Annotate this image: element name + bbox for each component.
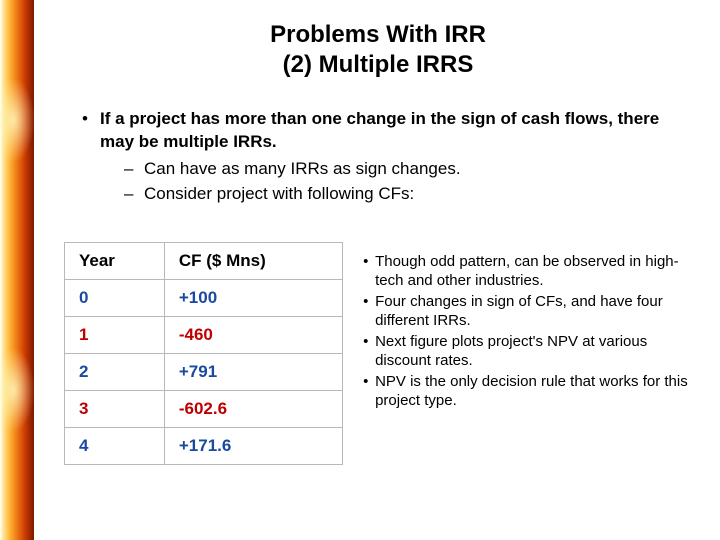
sub-bullet-text: Can have as many IRRs as sign changes. — [144, 158, 461, 181]
note-text: Next figure plots project's NPV at vario… — [375, 332, 692, 371]
cell-cf: +791 — [164, 353, 342, 390]
note-item: • NPV is the only decision rule that wor… — [363, 372, 692, 411]
cell-year: 1 — [65, 316, 165, 353]
table-row: 2+791 — [65, 353, 343, 390]
cell-cf: +171.6 — [164, 427, 342, 464]
bullet-marker: • — [363, 292, 375, 331]
cell-year: 4 — [65, 427, 165, 464]
bullet-level2: – Can have as many IRRs as sign changes. — [124, 158, 692, 181]
slide-content: Problems With IRR (2) Multiple IRRS • If… — [34, 0, 720, 540]
cell-cf: -602.6 — [164, 390, 342, 427]
cell-year: 3 — [65, 390, 165, 427]
table-row: 0+100 — [65, 279, 343, 316]
cell-cf: +100 — [164, 279, 342, 316]
bullet-marker: • — [363, 332, 375, 371]
col-header-year: Year — [65, 242, 165, 279]
decorative-flame-sidebar — [0, 0, 34, 540]
table-row: 4+171.6 — [65, 427, 343, 464]
title-line-1: Problems With IRR — [64, 20, 692, 50]
col-header-cf: CF ($ Mns) — [164, 242, 342, 279]
note-text: Though odd pattern, can be observed in h… — [375, 252, 692, 291]
lower-region: Year CF ($ Mns) 0+1001-4602+7913-602.64+… — [64, 242, 692, 465]
note-text: Four changes in sign of CFs, and have fo… — [375, 292, 692, 331]
bullet-marker: • — [82, 108, 100, 154]
slide-title: Problems With IRR (2) Multiple IRRS — [64, 20, 692, 80]
side-notes: • Though odd pattern, can be observed in… — [363, 242, 692, 412]
dash-marker: – — [124, 158, 144, 181]
cashflow-table: Year CF ($ Mns) 0+1001-4602+7913-602.64+… — [64, 242, 343, 465]
title-line-2: (2) Multiple IRRS — [64, 50, 692, 80]
cell-cf: -460 — [164, 316, 342, 353]
sub-bullet-text: Consider project with following CFs: — [144, 183, 414, 206]
bullet-marker: • — [363, 252, 375, 291]
note-item: • Though odd pattern, can be observed in… — [363, 252, 692, 291]
dash-marker: – — [124, 183, 144, 206]
note-text: NPV is the only decision rule that works… — [375, 372, 692, 411]
table-row: 1-460 — [65, 316, 343, 353]
bullet-level2: – Consider project with following CFs: — [124, 183, 692, 206]
note-item: • Four changes in sign of CFs, and have … — [363, 292, 692, 331]
bullet-level1: • If a project has more than one change … — [82, 108, 692, 154]
cell-year: 0 — [65, 279, 165, 316]
table-row: 3-602.6 — [65, 390, 343, 427]
bullet-text: If a project has more than one change in… — [100, 108, 692, 154]
table-header-row: Year CF ($ Mns) — [65, 242, 343, 279]
bullet-marker: • — [363, 372, 375, 411]
bullet-list: • If a project has more than one change … — [82, 108, 692, 206]
note-item: • Next figure plots project's NPV at var… — [363, 332, 692, 371]
cell-year: 2 — [65, 353, 165, 390]
